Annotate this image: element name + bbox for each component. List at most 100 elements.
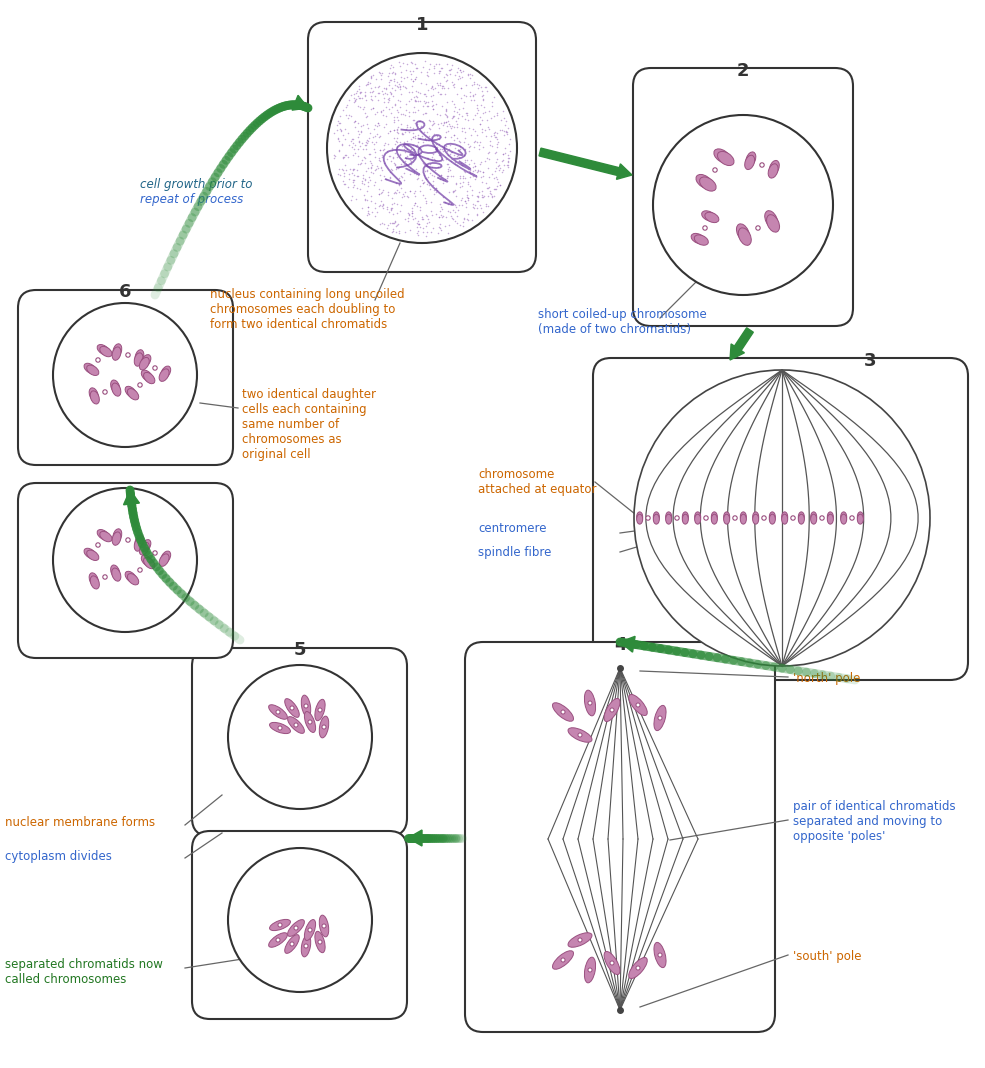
Point — [347, 112, 362, 129]
Polygon shape — [620, 637, 635, 653]
Ellipse shape — [315, 931, 325, 953]
Polygon shape — [123, 490, 140, 505]
Point — [443, 61, 459, 78]
Point — [439, 93, 455, 110]
Point — [394, 169, 410, 186]
Point — [353, 156, 368, 173]
Text: 'south' pole: 'south' pole — [793, 951, 862, 963]
Point — [389, 217, 405, 234]
Ellipse shape — [782, 512, 788, 522]
Point — [376, 93, 392, 110]
Point — [336, 126, 352, 143]
Point — [352, 134, 367, 151]
Point — [381, 91, 397, 108]
Point — [455, 100, 471, 117]
Point — [457, 192, 473, 209]
Ellipse shape — [666, 514, 672, 524]
Point — [478, 121, 493, 138]
Point — [340, 109, 356, 126]
Text: chromosome
attached at equator: chromosome attached at equator — [478, 468, 597, 496]
Point — [467, 85, 483, 103]
Point — [449, 119, 465, 136]
Point — [371, 116, 387, 134]
Ellipse shape — [604, 698, 620, 722]
Point — [408, 88, 424, 105]
Point — [434, 171, 450, 188]
Point — [348, 92, 363, 109]
Text: 3: 3 — [864, 352, 877, 370]
Point — [386, 109, 402, 126]
Point — [354, 175, 369, 192]
Point — [427, 162, 442, 179]
Point — [398, 121, 414, 138]
Point — [495, 152, 511, 169]
Point — [387, 135, 403, 152]
Ellipse shape — [553, 951, 573, 970]
Point — [479, 195, 494, 213]
Point — [365, 83, 381, 100]
Point — [447, 139, 463, 156]
Point — [412, 84, 427, 101]
Point — [376, 80, 392, 97]
Point — [471, 137, 487, 154]
Point — [414, 210, 429, 227]
Point — [463, 92, 479, 109]
Point — [385, 148, 401, 166]
Point — [401, 108, 417, 125]
Point — [381, 204, 397, 221]
Point — [371, 142, 387, 159]
Point — [393, 115, 409, 132]
Point — [490, 124, 505, 141]
Circle shape — [578, 733, 582, 737]
Point — [438, 73, 454, 90]
Point — [470, 79, 486, 96]
Point — [433, 79, 449, 96]
Point — [438, 138, 454, 155]
Point — [437, 128, 453, 145]
Point — [398, 79, 414, 96]
Point — [335, 161, 351, 178]
Point — [420, 68, 435, 85]
Point — [403, 53, 419, 70]
Point — [363, 154, 379, 171]
Point — [469, 200, 485, 217]
Point — [346, 171, 361, 188]
Point — [341, 166, 357, 183]
Point — [347, 144, 362, 161]
Point — [485, 93, 500, 110]
Text: centromere: centromere — [478, 522, 547, 535]
Point — [457, 163, 473, 180]
Ellipse shape — [90, 388, 98, 400]
Point — [458, 76, 474, 93]
Circle shape — [636, 965, 640, 970]
Point — [392, 146, 408, 163]
Ellipse shape — [691, 234, 705, 244]
Point — [462, 138, 478, 155]
Point — [435, 116, 451, 134]
Point — [485, 138, 500, 155]
Point — [490, 105, 505, 122]
Point — [460, 192, 476, 209]
Point — [469, 105, 485, 122]
Point — [420, 161, 435, 178]
Point — [396, 156, 412, 173]
Point — [380, 216, 396, 233]
Point — [418, 194, 433, 211]
Ellipse shape — [628, 958, 647, 978]
Point — [480, 160, 495, 177]
Point — [384, 140, 400, 157]
Point — [396, 134, 412, 151]
Point — [364, 156, 380, 173]
Point — [427, 186, 442, 203]
Point — [465, 121, 481, 138]
Point — [432, 77, 448, 94]
Point — [456, 120, 472, 137]
Point — [357, 98, 372, 115]
Point — [360, 177, 375, 194]
Point — [440, 224, 456, 241]
Point — [437, 193, 453, 210]
Ellipse shape — [666, 512, 672, 522]
Point — [350, 168, 365, 185]
Point — [462, 163, 478, 180]
Point — [495, 146, 511, 163]
